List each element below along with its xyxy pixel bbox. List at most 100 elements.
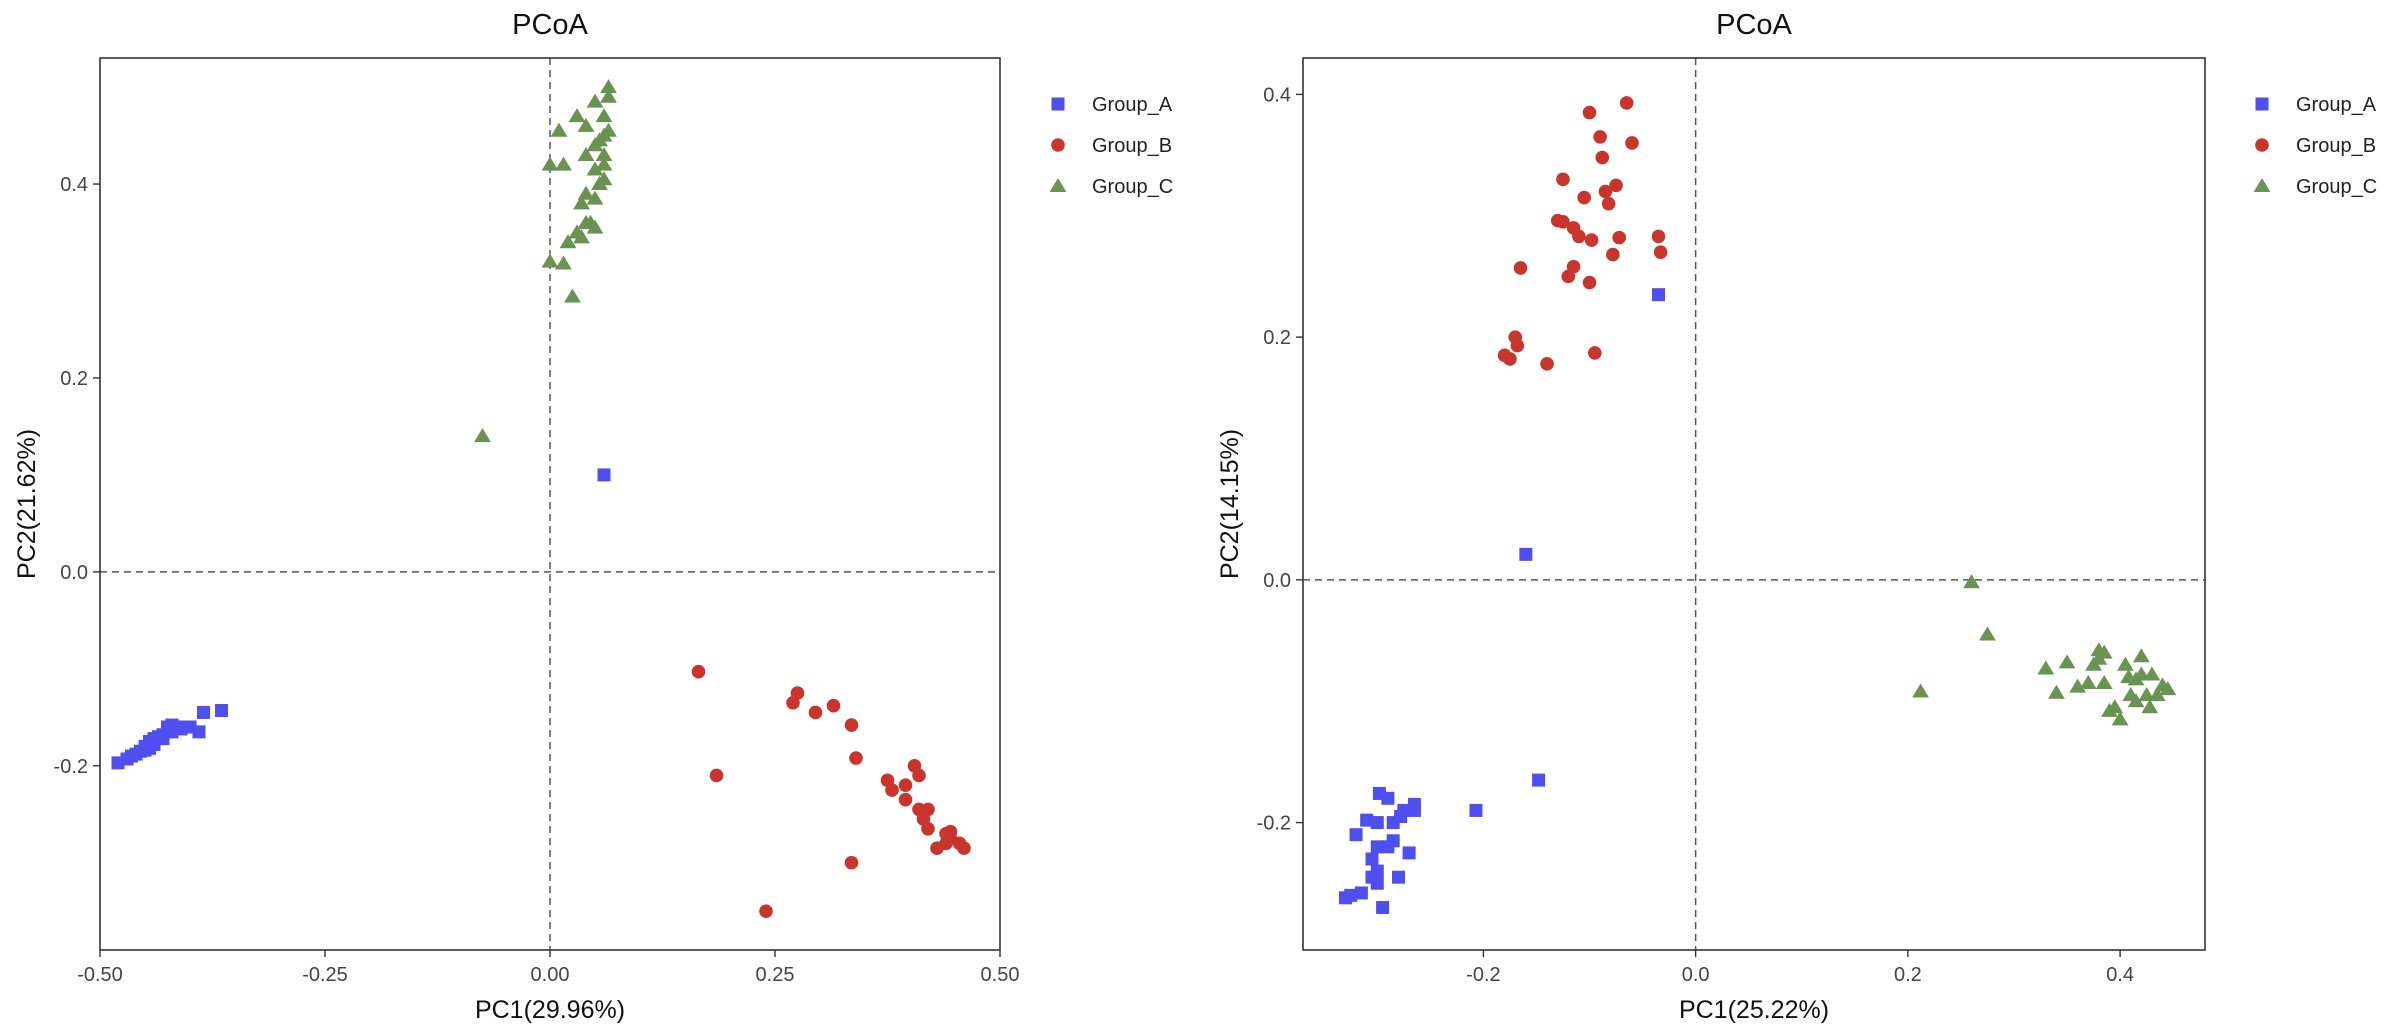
legend-label: Group_A [1092,94,1173,116]
data-point [921,822,935,836]
data-point [1619,96,1634,110]
y-tick-label: 0.0 [60,562,88,584]
data-point [1386,834,1400,848]
data-point [2143,666,2161,681]
data-point [898,792,913,807]
data-point [1370,864,1384,878]
series-Group_A [111,468,611,770]
data-point [1582,105,1597,120]
data-point [586,219,604,234]
data-point [1606,247,1620,262]
data-point [1625,136,1639,150]
legend-marker-Group_A [2255,97,2269,111]
data-point [2106,699,2124,714]
series-Group_C [1912,574,2177,726]
data-point [577,185,595,200]
data-point [595,171,613,186]
data-point [1593,130,1607,144]
data-point [2037,660,2055,675]
data-point [564,288,581,303]
legend-label: Group_B [1092,135,1172,157]
chart-title: PCoA [1716,9,1792,41]
y-tick-label: 0.2 [60,368,88,390]
data-point [541,156,559,171]
data-point [573,229,590,244]
data-point [1572,229,1586,244]
data-point [2132,648,2150,663]
data-point [2058,654,2076,669]
x-tick-label: 0.4 [2106,964,2134,986]
data-point [898,778,913,792]
legend-marker-Group_B [2255,138,2269,152]
data-point [1653,245,1668,259]
y-tick-label: -0.2 [1257,813,1291,835]
y-tick-label: 0.4 [60,174,88,196]
data-point [1588,346,1602,360]
data-point [1510,338,1525,353]
data-point [921,802,935,817]
data-point [1651,229,1666,244]
data-point [1469,803,1483,817]
series-Group_B [691,664,971,919]
data-point [541,253,559,268]
data-point [559,234,577,249]
data-point [2138,687,2156,702]
x-axis-label: PC1(29.96%) [475,996,625,1024]
data-point [1582,275,1597,290]
data-point [2132,666,2150,681]
data-point [849,751,863,765]
chart-panel-1: PCoA -0.50 -0.25 0.00 0.25 0.50 -0.2 0.0 0.2 0.4 P… [13,9,1173,1024]
legend: Group_A Group_B Group_C [2253,94,2377,198]
legend-label: Group_B [2296,135,2376,157]
data-point [474,428,491,443]
data-point [691,664,706,679]
data-point [790,686,805,700]
data-point [2079,675,2097,690]
y-axis-label: PC2(14.15%) [1216,429,1244,579]
data-point [844,855,859,870]
data-point [600,122,617,137]
data-point [1503,352,1517,366]
x-tick-label: -0.25 [302,964,348,986]
legend-label: Group_C [2296,176,2377,198]
data-point [1392,870,1406,884]
data-point [1344,888,1358,902]
data-point [1402,846,1416,860]
data-point [600,88,617,103]
data-point [1370,816,1384,830]
data-point [943,824,958,839]
x-axis-label: PC1(25.22%) [1679,996,1829,1024]
data-point [1349,828,1363,842]
data-point [2117,656,2134,671]
data-point [2127,693,2145,708]
data-point [1912,683,1930,698]
data-point [600,79,617,94]
data-point [912,768,926,783]
legend-marker-Group_B [1051,138,1065,152]
data-point [1354,886,1368,900]
data-point [597,468,611,482]
data-point [2148,687,2166,702]
y-tick-label: 0.0 [1263,570,1291,592]
data-point [1370,840,1384,854]
data-point [573,195,590,210]
data-point [1556,215,1570,229]
data-point [2141,699,2159,714]
data-point [844,718,859,732]
data-point [1577,190,1592,205]
data-point [1376,901,1390,915]
x-tick-label: 0.25 [756,964,795,986]
legend-label: Group_C [1092,176,1173,198]
data-point [1601,196,1616,211]
data-point [885,783,899,797]
data-point [577,146,595,161]
data-point [2159,681,2177,696]
legend-label: Group_A [2296,94,2377,116]
x-tick-label: 0.50 [981,964,1020,986]
data-point [595,156,613,171]
data-point [183,720,197,734]
data-point [2095,675,2113,690]
plot-border [1302,57,2206,951]
data-point [2048,684,2065,699]
